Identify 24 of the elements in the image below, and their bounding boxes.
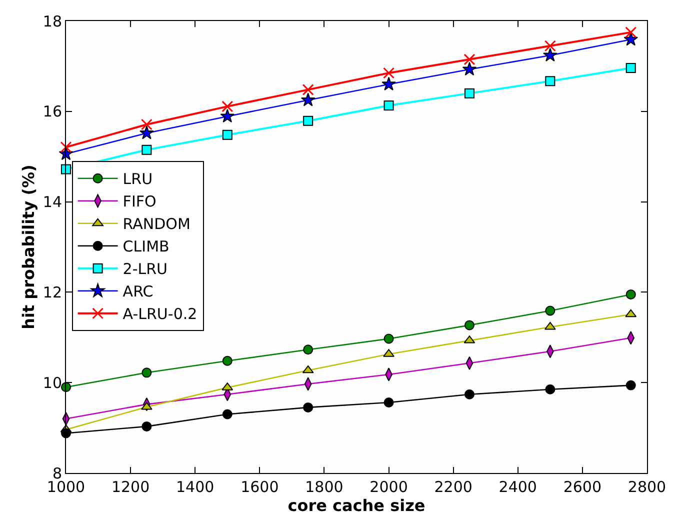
x-tick-label: 1200 <box>111 478 150 496</box>
x-tick-label: 1600 <box>240 478 279 496</box>
legend-label: ARC <box>122 282 154 301</box>
x-tick-label: 1400 <box>176 478 214 496</box>
legend-label: LRU <box>122 170 153 188</box>
x-tick-label: 2600 <box>563 478 602 496</box>
legend-label: 2-LRU <box>122 260 168 278</box>
y-tick-label: 16 <box>42 102 62 121</box>
x-tick-label: 2200 <box>434 478 472 496</box>
x-axis-title: core cache size <box>288 496 426 515</box>
y-tick-label: 14 <box>42 193 62 212</box>
y-tick-label: 10 <box>42 374 62 392</box>
x-tick-label: 2000 <box>370 478 408 496</box>
x-tick-label: 1800 <box>305 478 344 496</box>
legend-label: RANDOM <box>122 215 190 234</box>
x-tick-label: 1000 <box>46 478 86 496</box>
legend-label: A-LRU-0.2 <box>122 305 198 324</box>
y-tick-label: 18 <box>42 12 62 30</box>
y-tick-label: 12 <box>42 283 62 302</box>
x-tick-label: 2400 <box>498 478 537 496</box>
legend-label: CLIMB <box>122 238 170 256</box>
x-tick-label: 2800 <box>628 478 666 496</box>
legend-label: FIFO <box>122 192 156 211</box>
y-axis-title: hit probability (%) <box>18 164 38 330</box>
